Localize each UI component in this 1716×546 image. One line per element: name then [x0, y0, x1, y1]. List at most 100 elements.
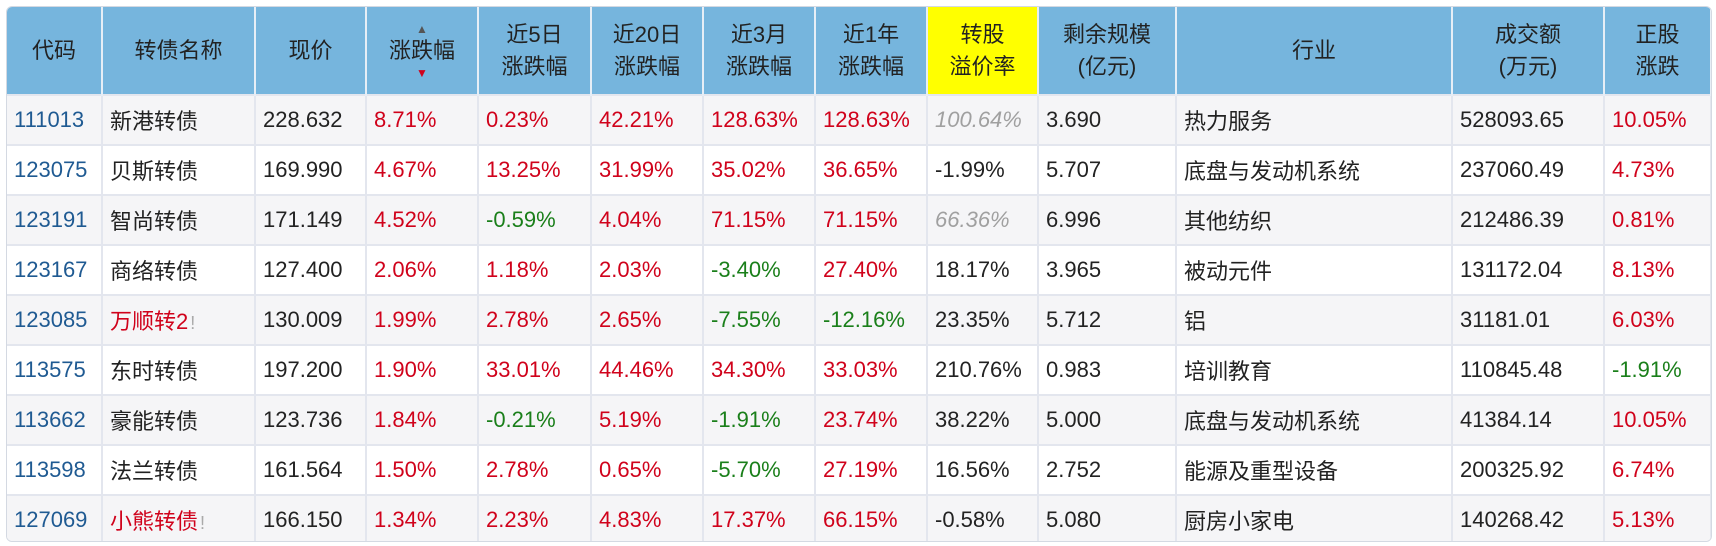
- bond-name-link[interactable]: 小熊转债: [110, 509, 199, 534]
- change-20d-cell: 44.46%: [591, 344, 704, 395]
- price-cell: 228.632: [255, 94, 367, 145]
- bond-name-link[interactable]: 新港转债: [110, 109, 199, 134]
- header-label: 转债名称: [134, 37, 223, 63]
- table-row[interactable]: 123191 智尚转债 171.149 4.52% -0.59% 4.04% 71.15% 7…: [7, 194, 1711, 245]
- change-3m-cell: 71.15%: [703, 194, 816, 245]
- industry-cell: 被动元件: [1176, 244, 1453, 295]
- bond-code-link[interactable]: 123191: [7, 194, 103, 245]
- table-row[interactable]: 123085 万顺转2! 130.009 1.99% 2.78% 2.65% -7.55% -…: [7, 294, 1711, 345]
- industry-cell: 铝: [1176, 294, 1453, 345]
- price-cell: 127.400: [255, 244, 367, 295]
- stock-change-cell: 10.05%: [1604, 394, 1711, 445]
- header-label-line2: 溢价率: [949, 53, 1016, 79]
- header-label: 成交额: [1494, 21, 1561, 47]
- change-5d-cell: -0.59%: [478, 194, 592, 245]
- header-label-line2: 涨跌幅: [501, 53, 568, 79]
- column-header-code[interactable]: 代码: [7, 7, 103, 95]
- column-header-remaining-size[interactable]: 剩余规模 (亿元): [1038, 7, 1177, 95]
- change-20d-cell: 4.04%: [591, 194, 704, 245]
- table-row[interactable]: 123167 商络转债 127.400 2.06% 1.18% 2.03% -3.40% 27…: [7, 244, 1711, 295]
- bond-name-link[interactable]: 万顺转2: [110, 309, 189, 334]
- bond-code-link[interactable]: 113598: [7, 444, 103, 495]
- column-header-industry[interactable]: 行业: [1176, 7, 1453, 95]
- bond-code-link[interactable]: 123167: [7, 244, 103, 295]
- bond-name-link[interactable]: 商络转债: [110, 259, 199, 284]
- header-label-line2: 涨跌幅: [837, 53, 904, 79]
- bond-code-link[interactable]: 111013: [7, 94, 103, 145]
- bond-name-cell[interactable]: 万顺转2!: [102, 294, 256, 345]
- bond-name-link[interactable]: 豪能转债: [110, 409, 199, 434]
- bond-code-link[interactable]: 123075: [7, 144, 103, 195]
- change-3m-cell: 17.37%: [703, 494, 816, 541]
- change-cell: 4.67%: [366, 144, 479, 195]
- sort-desc-icon[interactable]: ▼: [416, 65, 428, 80]
- column-header-change-3m[interactable]: 近3月 涨跌幅: [703, 7, 816, 95]
- bond-name-cell[interactable]: 贝斯转债: [102, 144, 256, 195]
- column-header-name[interactable]: 转债名称: [102, 7, 256, 95]
- bond-name-link[interactable]: 法兰转债: [110, 459, 199, 484]
- bond-code-link[interactable]: 127069: [7, 494, 103, 541]
- table-row[interactable]: 127069 小熊转债! 166.150 1.34% 2.23% 4.83% 17.37% 6…: [7, 494, 1711, 541]
- warning-icon[interactable]: !: [190, 313, 196, 333]
- volume-cell: 237060.49: [1452, 144, 1605, 195]
- table-row[interactable]: 113575 东时转债 197.200 1.90% 33.01% 44.46% 34.30%…: [7, 344, 1711, 395]
- change-3m-cell: 128.63%: [703, 94, 816, 145]
- stock-change-cell: 4.73%: [1604, 144, 1711, 195]
- bond-name-cell[interactable]: 豪能转债: [102, 394, 256, 445]
- bond-name-cell[interactable]: 新港转债: [102, 94, 256, 145]
- volume-cell: 31181.01: [1452, 294, 1605, 345]
- change-3m-cell: 34.30%: [703, 344, 816, 395]
- premium-rate-cell: 38.22%: [927, 394, 1039, 445]
- column-header-change-1y[interactable]: 近1年 涨跌幅: [815, 7, 928, 95]
- change-1y-cell: -12.16%: [815, 294, 928, 345]
- bond-name-link[interactable]: 东时转债: [110, 359, 199, 384]
- premium-rate-cell: -0.58%: [927, 494, 1039, 541]
- change-cell: 1.99%: [366, 294, 479, 345]
- column-header-change-20d[interactable]: 近20日 涨跌幅: [591, 7, 704, 95]
- change-cell: 2.06%: [366, 244, 479, 295]
- column-header-price[interactable]: 现价: [255, 7, 367, 95]
- header-label: 近3月: [730, 21, 788, 47]
- column-header-change[interactable]: ▲ 涨跌幅 ▼: [366, 7, 479, 95]
- change-1y-cell: 27.40%: [815, 244, 928, 295]
- industry-cell: 能源及重型设备: [1176, 444, 1453, 495]
- table-row[interactable]: 123075 贝斯转债 169.990 4.67% 13.25% 31.99% 35.02%…: [7, 144, 1711, 195]
- stock-change-cell: 5.13%: [1604, 494, 1711, 541]
- warning-icon[interactable]: !: [200, 513, 206, 533]
- bond-name-cell[interactable]: 法兰转债: [102, 444, 256, 495]
- column-header-premium-rate[interactable]: 转股 溢价率: [927, 7, 1039, 95]
- bond-name-cell[interactable]: 小熊转债!: [102, 494, 256, 541]
- bond-name-cell[interactable]: 智尚转债: [102, 194, 256, 245]
- bond-name-link[interactable]: 贝斯转债: [110, 159, 199, 184]
- header-label: 转股: [960, 21, 1005, 47]
- bond-code-link[interactable]: 113575: [7, 344, 103, 395]
- header-label: 现价: [288, 37, 333, 63]
- column-header-stock-change[interactable]: 正股 涨跌: [1604, 7, 1711, 95]
- bond-name-link[interactable]: 智尚转债: [110, 209, 199, 234]
- bond-name-cell[interactable]: 商络转债: [102, 244, 256, 295]
- column-header-change-5d[interactable]: 近5日 涨跌幅: [478, 7, 592, 95]
- table-row[interactable]: 111013 新港转债 228.632 8.71% 0.23% 42.21% 128.63%…: [7, 94, 1711, 145]
- change-cell: 8.71%: [366, 94, 479, 145]
- sort-asc-icon[interactable]: ▲: [416, 21, 428, 36]
- bond-code-link[interactable]: 113662: [7, 394, 103, 445]
- price-cell: 166.150: [255, 494, 367, 541]
- industry-cell: 其他纺织: [1176, 194, 1453, 245]
- volume-cell: 140268.42: [1452, 494, 1605, 541]
- bond-name-cell[interactable]: 东时转债: [102, 344, 256, 395]
- change-5d-cell: 2.23%: [478, 494, 592, 541]
- column-header-volume[interactable]: 成交额 (万元): [1452, 7, 1605, 95]
- change-3m-cell: 35.02%: [703, 144, 816, 195]
- premium-rate-cell: 66.36%: [927, 194, 1039, 245]
- change-20d-cell: 4.83%: [591, 494, 704, 541]
- table-row[interactable]: 113662 豪能转债 123.736 1.84% -0.21% 5.19% -1.91% 2…: [7, 394, 1711, 445]
- change-3m-cell: -3.40%: [703, 244, 816, 295]
- change-1y-cell: 128.63%: [815, 94, 928, 145]
- bond-code-link[interactable]: 123085: [7, 294, 103, 345]
- industry-cell: 培训教育: [1176, 344, 1453, 395]
- header-row: 代码 转债名称 现价 ▲ 涨跌幅 ▼ 近5日 涨跌幅 近20日 涨跌幅 近3月 涨跌幅 近1年 涨跌幅 转股…: [7, 7, 1711, 95]
- premium-rate-cell: 210.76%: [927, 344, 1039, 395]
- remaining-size-cell: 2.752: [1038, 444, 1177, 495]
- table-row[interactable]: 113598 法兰转债 161.564 1.50% 2.78% 0.65% -5.70% 27…: [7, 444, 1711, 495]
- price-cell: 169.990: [255, 144, 367, 195]
